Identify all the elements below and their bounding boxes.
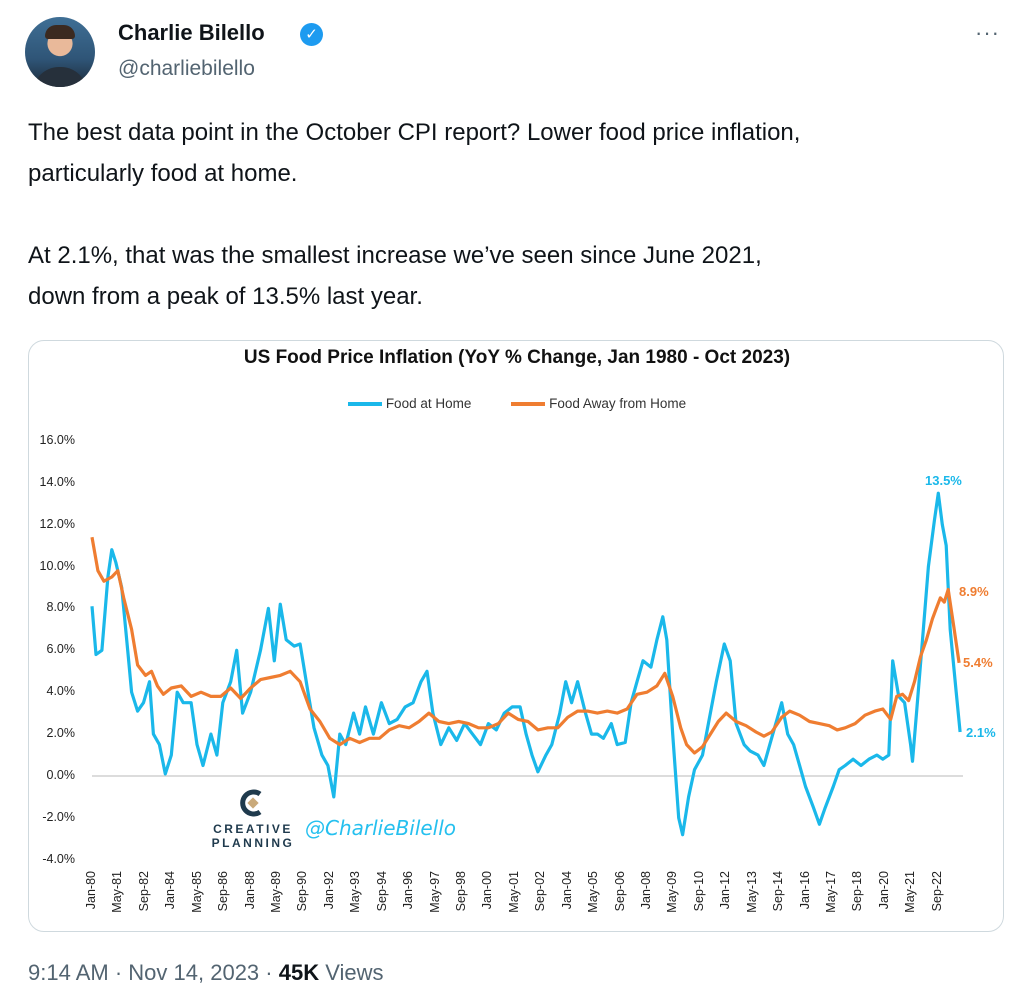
plot-area	[90, 491, 963, 837]
y-tick-label: 6.0%	[46, 642, 76, 657]
y-tick-label: 14.0%	[39, 474, 75, 489]
text-line: The best data point in the October CPI r…	[28, 119, 801, 146]
text-line: At 2.1%, that was the smallest increase …	[28, 242, 762, 269]
avatar[interactable]	[25, 17, 95, 87]
views-count: 45K	[278, 960, 320, 985]
y-tick-label: 2.0%	[46, 726, 76, 741]
logo-text: PLANNING	[211, 836, 295, 850]
legend-label: Food at Home	[385, 396, 472, 411]
views-label: Views	[325, 960, 384, 985]
more-options-icon[interactable]: ···	[975, 20, 1000, 45]
y-tick-label: 8.0%	[46, 600, 76, 615]
text-line: down from a peak of 13.5% last year.	[28, 283, 423, 310]
separator: ·	[265, 960, 273, 985]
y-tick-label: 12.0%	[39, 516, 75, 531]
legend-swatch	[347, 402, 382, 407]
legend-item-food-away: Food Away from Home	[511, 396, 686, 411]
author-name[interactable]: Charlie Bilello	[118, 20, 265, 45]
y-tick-label: -2.0%	[42, 809, 75, 824]
series-line-food-at-home	[90, 491, 962, 837]
end-label-food-away: 5.4%	[963, 655, 993, 670]
watermark: @CharlieBilello	[305, 816, 457, 840]
legend-swatch	[511, 402, 546, 407]
separator: ·	[114, 960, 123, 985]
creative-planning-logo: CREATIVE PLANNING	[203, 789, 303, 850]
peak-label-food-away: 8.9%	[959, 584, 989, 599]
y-tick-label: 4.0%	[46, 684, 76, 699]
tweet-paragraph-1: The best data point in the October CPI r…	[28, 112, 1018, 194]
legend-label: Food Away from Home	[549, 396, 687, 411]
chart-legend: Food at Home Food Away from Home	[29, 396, 1003, 411]
logo-text: CREATIVE	[213, 822, 293, 836]
chart-image[interactable]: US Food Price Inflation (YoY % Change, J…	[28, 340, 1004, 932]
tweet-date[interactable]: Nov 14, 2023	[128, 960, 260, 985]
text-line: particularly food at home.	[28, 160, 298, 187]
y-tick-label: 0.0%	[46, 768, 76, 782]
y-tick-label: 16.0%	[39, 432, 75, 447]
end-label-food-at-home: 2.1%	[966, 725, 996, 740]
legend-item-food-at-home: Food at Home	[347, 396, 472, 411]
y-tick-label: -4.0%	[42, 851, 75, 866]
tweet-footer: 9:14 AM · Nov 14, 2023 · 45K Views	[28, 960, 384, 986]
chart-title: US Food Price Inflation (YoY % Change, J…	[243, 347, 791, 368]
tweet-paragraph-2: At 2.1%, that was the smallest increase …	[28, 235, 1018, 317]
series-line-food-away-from-home	[90, 536, 961, 755]
author-handle[interactable]: @charliebilello	[118, 57, 255, 80]
verified-badge-icon: ✓	[300, 23, 323, 46]
logo-mark-icon	[240, 789, 262, 817]
y-tick-label: 10.0%	[39, 558, 75, 573]
tweet-time[interactable]: 9:14 AM	[28, 960, 109, 985]
peak-label-food-at-home: 13.5%	[925, 473, 962, 488]
